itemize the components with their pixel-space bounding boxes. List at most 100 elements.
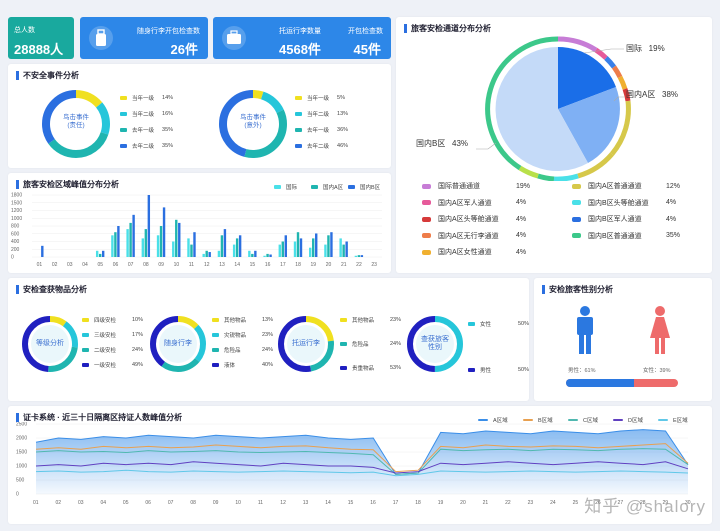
seized-goods-panel: 安检查获物品分析 等级分析 四级安检 10% 三级安检 17% 二级安检 24% 一级安检 49… — [8, 278, 529, 401]
peak-bar — [263, 255, 266, 257]
legend-swatch — [572, 233, 581, 238]
panel-title: 安检查获物品分析 — [16, 284, 87, 295]
legend-swatch — [82, 363, 89, 367]
legend-swatch — [422, 183, 431, 189]
x-tick-label: 30 — [685, 500, 691, 506]
legend-value: 35% — [162, 127, 174, 133]
peak-bar — [254, 250, 257, 257]
peak-bar — [190, 244, 193, 257]
panel-title: 旅客安检区域峰值分布分析 — [16, 179, 119, 190]
legend-value: 24% — [262, 347, 274, 353]
donut-segment — [278, 316, 334, 372]
legend-label: 危险品 — [224, 348, 241, 354]
y-tick-label: 2500 — [16, 422, 27, 428]
pie-label-domestic-a: 国内A区 38% — [626, 89, 678, 100]
channel-legend-item: 国内B区普通通道 35% — [572, 231, 680, 241]
donut-center-label: 随身行李 — [164, 340, 192, 347]
x-tick-label: 13 — [219, 262, 225, 268]
donut-segment — [150, 316, 206, 372]
unsafe-legend-item: 去年一级 36% — [295, 126, 348, 134]
legend-value: 14% — [162, 95, 174, 101]
suitcase-icon — [222, 26, 246, 50]
x-tick-label: 24 — [550, 500, 556, 506]
x-tick-label: 09 — [213, 500, 219, 506]
legend-label: 国内A区普通通道 — [588, 183, 642, 190]
pie-label-value: 43% — [452, 139, 469, 148]
goods-donut — [407, 316, 463, 372]
legend-label: 一级安检 — [94, 363, 117, 369]
legend-value: 16% — [162, 111, 174, 117]
peak-bar — [41, 245, 44, 257]
legend-swatch — [82, 348, 89, 352]
pie-label-domestic-b: 国内B区 43% — [416, 138, 468, 149]
legend-label: A区域 — [493, 418, 508, 424]
panel-title: 旅客安检通道分布分析 — [404, 23, 491, 34]
peak-bar — [144, 229, 148, 257]
legend-label: 贵重物品 — [352, 366, 375, 372]
unsafe-legend-item: 当年二级 13% — [295, 110, 348, 118]
unsafe-donut-accident — [219, 90, 287, 158]
peak-bar — [162, 207, 166, 257]
peak-bar — [232, 244, 236, 257]
series-line — [35, 448, 689, 475]
male-ratio-fill — [566, 379, 635, 387]
legend-label: D区域 — [628, 418, 643, 424]
x-tick-label: 07 — [128, 262, 134, 268]
peak-bar — [187, 238, 190, 257]
peak-bar — [114, 232, 117, 257]
legend-swatch — [572, 200, 581, 205]
peak-bar — [95, 250, 99, 257]
legend-value: 53% — [390, 365, 402, 371]
legend-value: 4% — [516, 199, 527, 206]
legend-value: 5% — [337, 95, 345, 101]
legend-value: 4% — [516, 232, 527, 239]
peak-bar — [284, 235, 287, 257]
series-line — [35, 443, 689, 473]
goods-legend-item: 危险品 24% — [340, 340, 401, 348]
y-tick-label: 400 — [11, 239, 20, 245]
unsafe-legend-item: 去年二级 35% — [120, 142, 173, 150]
kpi-value: 45件 — [353, 42, 381, 57]
peak-bar — [278, 244, 281, 257]
gender-panel: 安检旅客性别分析 男性：61% 女性：39% — [534, 278, 712, 401]
kpi-carry-on-checks: 随身行李开包检查数 26件 — [80, 17, 208, 59]
channel-legend-item: 国内A区女性通道 4% — [422, 247, 526, 257]
legend-label: 国内A区女性通道 — [438, 249, 492, 256]
legend-label: 二级安检 — [94, 348, 117, 354]
legend-swatch — [120, 96, 127, 100]
legend-label: 当年一级 — [307, 96, 330, 102]
peak-bar — [281, 241, 284, 257]
legend-value: 17% — [132, 332, 144, 338]
legend-label: C区域 — [583, 418, 598, 424]
legend-value: 40% — [262, 362, 274, 368]
legend-swatch — [82, 318, 89, 322]
legend-label: 国内B区头等舱通道 — [588, 199, 649, 207]
y-tick-label: 600 — [11, 231, 20, 237]
x-tick-label: 18 — [415, 500, 421, 506]
peak-bar — [339, 238, 342, 257]
goods-donut — [150, 316, 206, 372]
y-tick-label: 1500 — [16, 450, 27, 456]
legend-value: 24% — [132, 347, 144, 353]
legend-label: 去年一级 — [132, 128, 155, 134]
series-line — [35, 469, 689, 477]
unsafe-legend-item: 当年一级 5% — [295, 94, 345, 102]
legend-swatch — [295, 96, 302, 100]
y-tick-label: 200 — [11, 247, 20, 253]
peak-legend-item: 国际 — [274, 183, 297, 191]
goods-legend-item: 其他物品 13% — [212, 316, 273, 324]
channel-legend-item: 国内B区头等舱通道 4% — [572, 198, 676, 208]
y-tick-label: 0 — [16, 492, 19, 498]
legend-label: 危险品 — [352, 342, 369, 348]
peak-bar — [147, 195, 151, 257]
peak-bar — [132, 214, 135, 257]
x-tick-label: 17 — [280, 262, 286, 268]
peak-bar — [98, 253, 102, 257]
donut-segment — [22, 316, 78, 372]
peak-bar — [296, 232, 300, 257]
legend-label: 国内B区普通通道 — [588, 232, 642, 240]
legend-label: 国际 — [286, 185, 298, 191]
unsafe-legend-item: 去年一级 35% — [120, 126, 173, 134]
luggage-icon — [89, 26, 113, 50]
y-tick-label: 1800 — [11, 193, 22, 199]
